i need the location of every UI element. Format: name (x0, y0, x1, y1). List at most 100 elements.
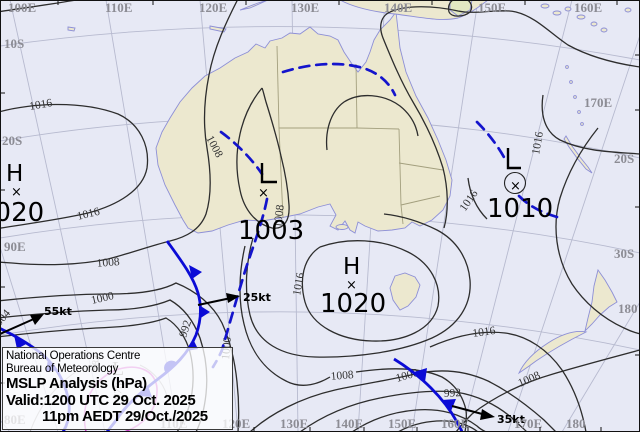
edge-label-top: 140E (384, 0, 412, 15)
australia-landmass (155, 10, 453, 234)
cold-front-triangle (414, 368, 427, 382)
low-coral-sea: × 1010 (487, 148, 553, 224)
isobar-label: 1016 (76, 206, 101, 223)
cold-front-triangle (199, 305, 210, 319)
wind-arrow-35kt (451, 405, 487, 416)
isobar-label: 1016 (530, 131, 546, 156)
arrowhead (30, 314, 44, 325)
pressure-x-mark: × (346, 278, 357, 293)
trough-layer (211, 62, 559, 369)
isobar-label: 1008 (330, 369, 354, 383)
valid-time-utc: Valid:1200 UTC 29 Oct. 2025 (6, 391, 196, 409)
solomon-island (590, 21, 598, 27)
isobar-label: 1016 (291, 272, 307, 297)
isobar-label: 992 (177, 319, 194, 339)
cold-front-triangle (189, 265, 202, 279)
edge-label-top: 120E (199, 0, 227, 15)
edge-label-bottom: 180 (566, 416, 586, 431)
trough-coral-sea-south (517, 194, 559, 219)
top-ticks (57, 0, 618, 5)
isobar-label: 1000 (90, 290, 115, 307)
low-center-ring (503, 171, 527, 195)
pressure-letter: H (343, 254, 360, 280)
edge-label-bottom: 160E (441, 416, 469, 431)
edge-label-top: 130E (291, 0, 319, 15)
wind-speed-label: 35kt (497, 413, 525, 426)
high-west: H × 1020 (0, 161, 44, 228)
pressure-value: 1003 (238, 216, 304, 246)
pressure-letter-L (260, 163, 277, 184)
kangaroo-island (335, 224, 349, 230)
high-tasman: H × 1020 (320, 254, 386, 319)
vanuatu-island (569, 80, 573, 84)
chart-title: MSLP Analysis (hPa) (6, 374, 147, 392)
trough-north-australia (281, 62, 397, 97)
cold-front-triangle (14, 335, 28, 349)
wind-arrow-25kt (197, 297, 232, 306)
pressure-x-mark: × (510, 179, 521, 194)
edge-label-bottom: 140E (335, 416, 363, 431)
solomon-island (576, 14, 586, 20)
analysis-info-box: National Operations Centre Bureau of Met… (2, 347, 233, 430)
pressure-system-layer: H × 1020 × 1003 H × 1020 × 1010 (0, 148, 553, 319)
solomon-island (600, 27, 608, 33)
island (624, 7, 632, 13)
new-zealand-north (584, 268, 618, 333)
tasmania (389, 272, 421, 311)
wind-speed-label: 55kt (44, 305, 72, 318)
wind-arrow-layer: 55kt 25kt 35kt (0, 291, 525, 426)
wind-speed-label: 25kt (243, 291, 271, 304)
cold-front-triangle (442, 399, 456, 411)
cold-front-tasman (393, 357, 464, 432)
pressure-value: 1020 (320, 289, 386, 319)
state-border-layer (276, 45, 444, 225)
isobar-label: 1016 (28, 97, 53, 113)
vanuatu-island (573, 95, 577, 99)
vanuatu-island (565, 65, 569, 69)
edge-label-bottom: 150E (388, 416, 416, 431)
isobar-label: 1008 (96, 256, 120, 270)
isobar-label: 1008 (272, 204, 287, 229)
edge-label-top: 110E (105, 0, 132, 15)
low-bight: × 1003 (238, 163, 304, 246)
org-line-2: Bureau of Meteorology (6, 362, 119, 375)
isobar-label: 992 (444, 387, 462, 400)
edge-label-top: 150E (478, 0, 506, 15)
edge-label-right: 170E (584, 95, 612, 110)
pressure-x-mark: × (11, 185, 22, 200)
wind-arrow-55kt (0, 317, 37, 335)
vanuatu-island (580, 122, 584, 126)
edge-label-bottom: 170E (514, 416, 542, 431)
trough-coral-sea (475, 120, 507, 161)
pressure-x-mark: × (258, 186, 269, 201)
solomon-island (552, 10, 562, 16)
pressure-letter: H (6, 161, 23, 187)
pressure-value: 1020 (0, 198, 44, 228)
pressure-letter-L (506, 148, 521, 170)
edge-label-left: 10S (4, 36, 24, 51)
org-line-1: National Operations Centre (6, 350, 141, 362)
solomon-island (564, 6, 572, 12)
edge-label-top: 100E (8, 0, 36, 15)
png-east (449, 0, 473, 17)
edge-label-left: 90E (4, 239, 26, 254)
trough-bight-low (219, 130, 264, 176)
arrowhead (226, 293, 240, 303)
edge-label-right: 30S (614, 246, 634, 261)
isobar-label: 1016 (472, 325, 497, 340)
small-island-2 (67, 26, 76, 32)
small-island-1 (209, 25, 227, 33)
edge-label-left: 20S (2, 133, 22, 148)
edge-label-right: 20S (614, 151, 634, 166)
trough-bight-low-south (211, 197, 269, 369)
edge-label-right: 180 (618, 301, 638, 316)
isobar-label: 1016 (458, 188, 481, 214)
valid-time-local: 11pm AEDT 29/Oct./2025 (42, 408, 208, 426)
timor (239, 0, 269, 11)
vanuatu-island (577, 110, 581, 114)
pressure-value: 1010 (487, 194, 553, 224)
edge-label-top: 160E (574, 0, 602, 15)
new-zealand-south (517, 331, 588, 375)
